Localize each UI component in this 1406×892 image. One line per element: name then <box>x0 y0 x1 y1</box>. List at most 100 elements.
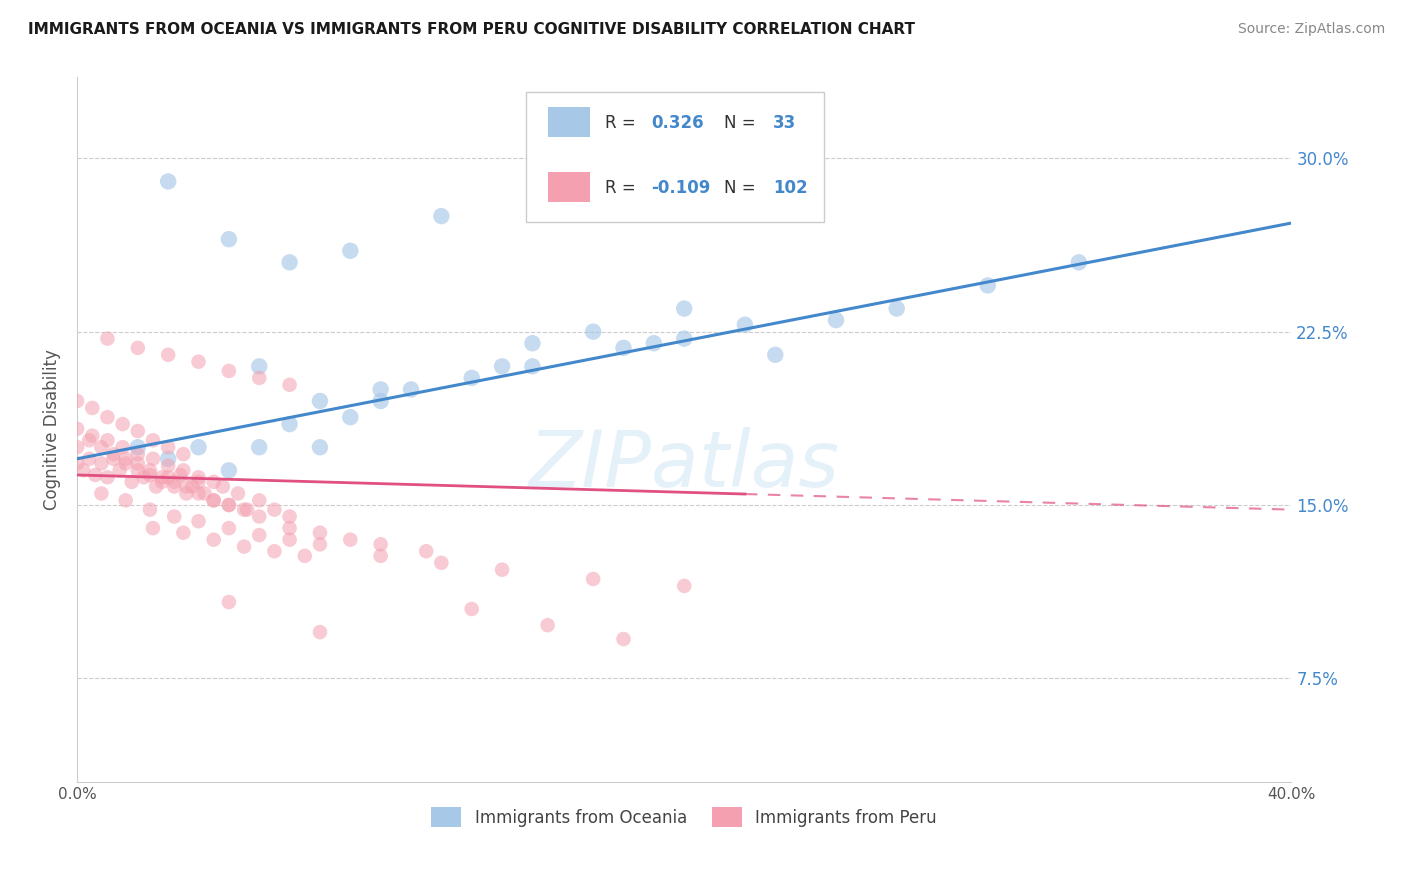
Point <box>202 475 225 489</box>
Text: 102: 102 <box>773 179 807 197</box>
Point <box>127 463 149 477</box>
Point <box>536 618 558 632</box>
Point <box>430 209 453 223</box>
Point <box>673 301 696 316</box>
Point <box>111 440 134 454</box>
Point <box>157 470 180 484</box>
Point <box>187 486 209 500</box>
Point <box>169 467 191 482</box>
FancyBboxPatch shape <box>548 107 589 137</box>
Point <box>139 467 162 482</box>
Point <box>90 440 112 454</box>
Point <box>247 371 270 385</box>
Point <box>103 451 125 466</box>
Point <box>66 422 89 436</box>
Point <box>202 493 225 508</box>
Point <box>127 424 149 438</box>
Text: R =: R = <box>606 179 641 197</box>
Point <box>163 475 186 489</box>
Point <box>187 470 209 484</box>
Point <box>103 447 125 461</box>
Point <box>247 528 270 542</box>
Point <box>977 278 1000 293</box>
Y-axis label: Cognitive Disability: Cognitive Disability <box>44 350 60 510</box>
Point <box>673 332 696 346</box>
Point <box>673 579 696 593</box>
Point <box>278 417 301 431</box>
Point <box>142 434 165 448</box>
Point <box>145 479 167 493</box>
Point <box>66 440 89 454</box>
Point <box>139 463 162 477</box>
Point <box>202 533 225 547</box>
Point <box>96 470 118 484</box>
Point <box>77 451 100 466</box>
Point <box>163 479 186 493</box>
Point <box>194 486 217 500</box>
Point <box>247 493 270 508</box>
Point <box>278 521 301 535</box>
Point <box>176 486 198 500</box>
Point <box>612 632 634 646</box>
Point <box>132 470 155 484</box>
FancyBboxPatch shape <box>526 92 824 222</box>
Point <box>825 313 848 327</box>
Legend: Immigrants from Oceania, Immigrants from Peru: Immigrants from Oceania, Immigrants from… <box>425 800 943 834</box>
Point <box>84 467 107 482</box>
Point <box>247 440 270 454</box>
Point <box>72 463 94 477</box>
Point <box>309 440 332 454</box>
Point <box>142 521 165 535</box>
Point <box>339 410 361 425</box>
Point <box>247 359 270 374</box>
Point <box>187 355 209 369</box>
Point <box>370 549 392 563</box>
Point <box>176 479 198 493</box>
Text: 33: 33 <box>773 114 796 132</box>
Point <box>127 457 149 471</box>
Point <box>309 537 332 551</box>
Point <box>187 440 209 454</box>
Point <box>90 457 112 471</box>
Point <box>96 332 118 346</box>
Point <box>278 377 301 392</box>
Point <box>399 383 422 397</box>
Point <box>236 502 259 516</box>
Point <box>157 440 180 454</box>
Point <box>211 479 233 493</box>
Point <box>218 463 240 477</box>
Point <box>278 533 301 547</box>
Point <box>127 341 149 355</box>
Point <box>218 232 240 246</box>
Point <box>491 563 513 577</box>
Point <box>90 486 112 500</box>
Point <box>263 544 285 558</box>
Point <box>114 451 136 466</box>
Point <box>226 486 249 500</box>
Point <box>886 301 908 316</box>
Point <box>309 525 332 540</box>
Point <box>66 457 89 471</box>
Point <box>643 336 665 351</box>
Point <box>491 359 513 374</box>
Text: N =: N = <box>724 114 761 132</box>
Point <box>181 479 204 493</box>
Point <box>247 509 270 524</box>
Point <box>114 457 136 471</box>
Point <box>187 514 209 528</box>
Point <box>415 544 437 558</box>
Point <box>218 364 240 378</box>
Point <box>582 325 605 339</box>
Text: N =: N = <box>724 179 761 197</box>
Text: R =: R = <box>606 114 641 132</box>
Point <box>142 451 165 466</box>
Point <box>278 255 301 269</box>
Point <box>150 470 173 484</box>
Point <box>157 174 180 188</box>
Point <box>163 509 186 524</box>
Point <box>263 502 285 516</box>
Text: Source: ZipAtlas.com: Source: ZipAtlas.com <box>1237 22 1385 37</box>
Point <box>218 595 240 609</box>
Text: -0.109: -0.109 <box>651 179 711 197</box>
Point <box>522 359 544 374</box>
